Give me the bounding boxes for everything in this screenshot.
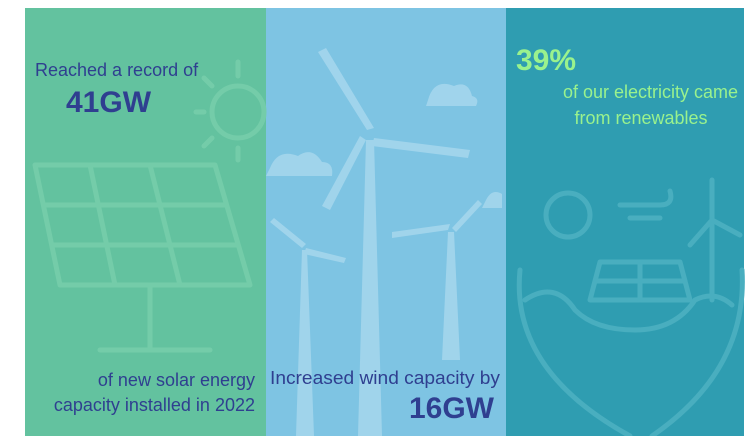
renewables-figure: 39%	[516, 44, 576, 77]
wind-figure: 16GW	[409, 392, 495, 425]
caption-line: from renewables	[574, 108, 707, 128]
caption-line: of new solar energy	[98, 370, 255, 390]
intro-text: Reached a record of	[35, 60, 199, 80]
caption-line: capacity installed in 2022	[54, 395, 255, 415]
solar-figure: 41GW	[66, 86, 152, 119]
caption-line: of our electricity came	[563, 82, 738, 102]
infographic: Reached a record of 41GW of new solar en…	[0, 0, 749, 436]
wind-caption: Increased wind capacity by	[270, 368, 500, 388]
